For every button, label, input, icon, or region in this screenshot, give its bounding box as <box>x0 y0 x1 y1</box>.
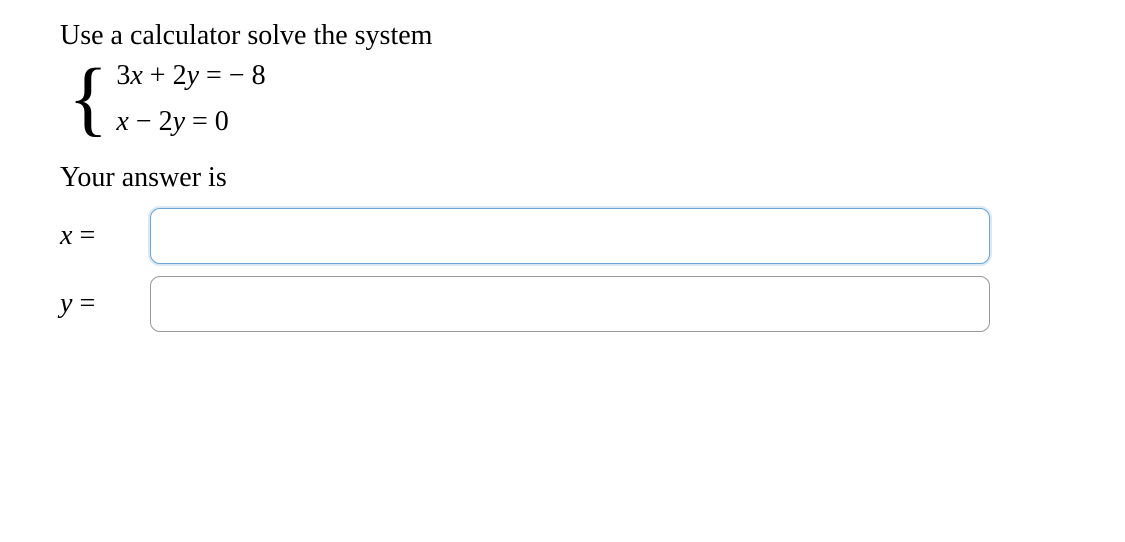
left-brace: { <box>68 63 108 134</box>
equation-1: 3x + 2y = − 8 <box>116 60 265 92</box>
x-label: x = <box>60 220 150 252</box>
eq2-rhs: 0 <box>215 106 229 137</box>
eq2-op: − <box>129 106 159 137</box>
eq1-rhs-sign: − <box>229 60 252 91</box>
eq1-var1: x <box>130 60 142 91</box>
equations-container: 3x + 2y = − 8 x − 2y = 0 <box>116 60 265 138</box>
answer-row-x: x = <box>60 208 1065 264</box>
instruction-text: Use a calculator solve the system <box>60 20 1065 52</box>
eq2-equals: = <box>185 106 215 137</box>
answer-label: Your answer is <box>60 162 1065 194</box>
y-label-var: y <box>60 288 72 319</box>
eq1-op: + <box>143 60 173 91</box>
eq1-var2: y <box>187 60 199 91</box>
eq1-equals: = <box>199 60 229 91</box>
eq2-coeff2: 2 <box>159 106 173 137</box>
x-input[interactable] <box>150 208 990 264</box>
eq2-var1: x <box>116 106 128 137</box>
x-label-var: x <box>60 220 72 251</box>
eq1-coeff1: 3 <box>116 60 130 91</box>
eq2-var2: y <box>173 106 185 137</box>
eq1-coeff2: 2 <box>173 60 187 91</box>
x-label-eq: = <box>72 220 95 251</box>
equation-system: { 3x + 2y = − 8 x − 2y = 0 <box>68 60 1065 138</box>
eq1-rhs: 8 <box>252 60 266 91</box>
y-label: y = <box>60 288 150 320</box>
answer-row-y: y = <box>60 276 1065 332</box>
y-label-eq: = <box>72 288 95 319</box>
equation-2: x − 2y = 0 <box>116 106 265 138</box>
y-input[interactable] <box>150 276 990 332</box>
